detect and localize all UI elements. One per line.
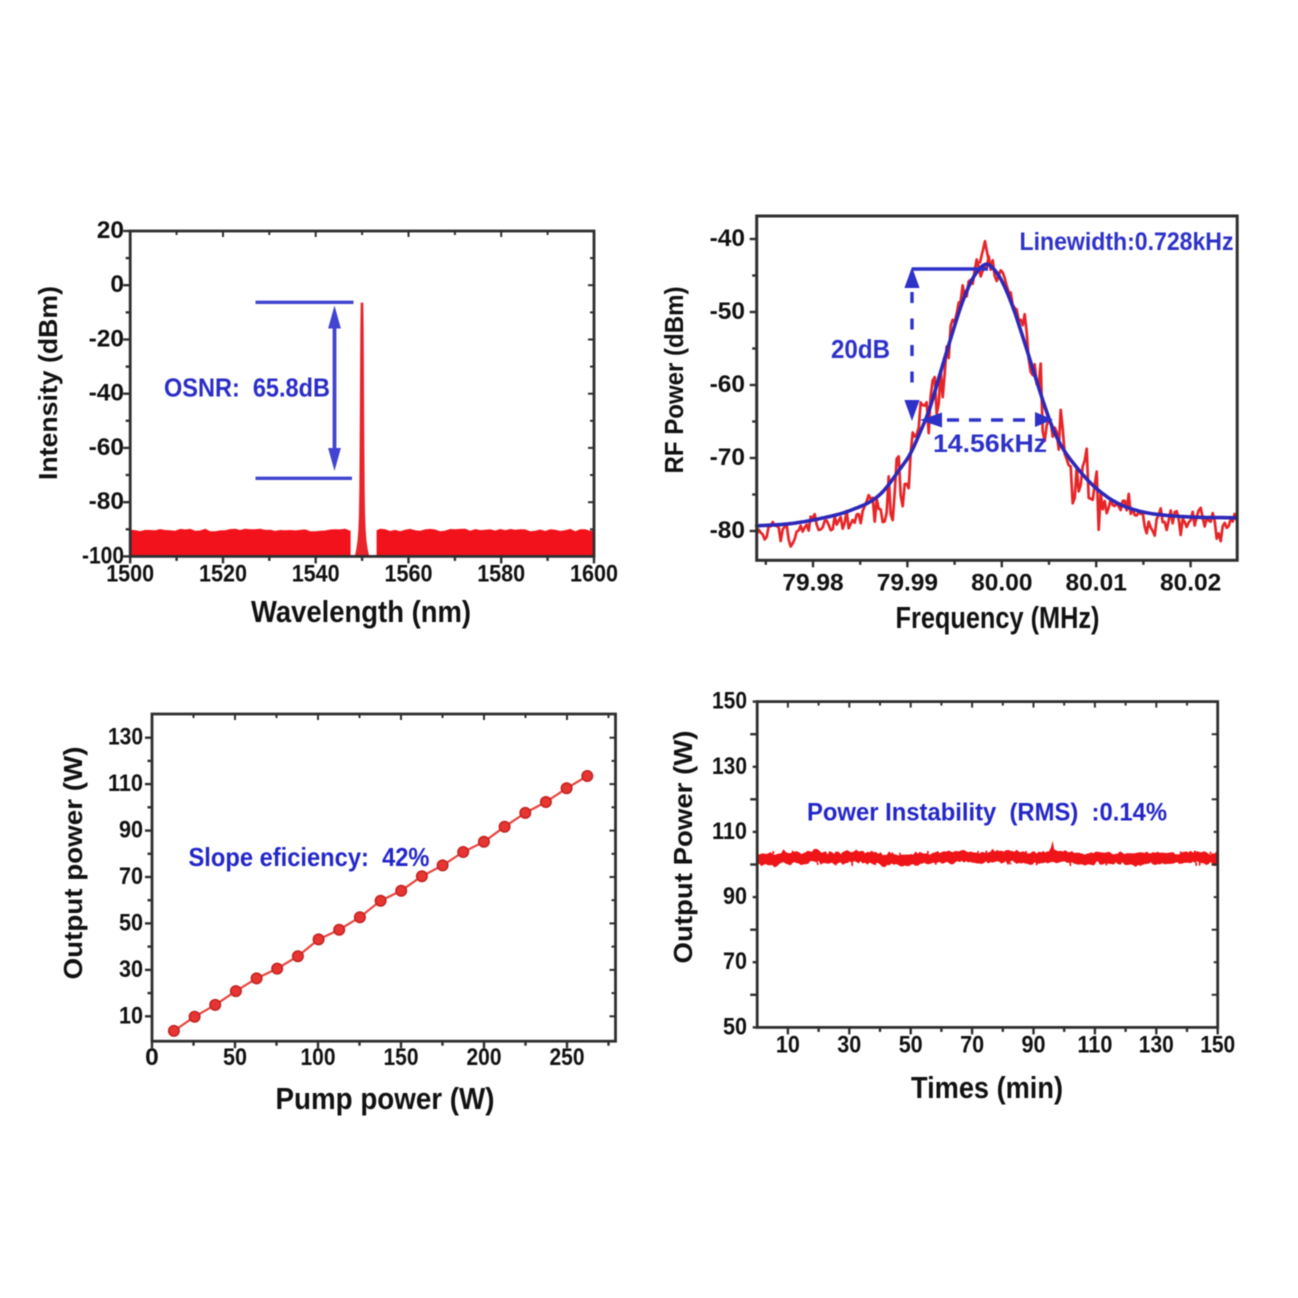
svg-text:-80: -80 xyxy=(710,517,745,544)
svg-text:-100: -100 xyxy=(82,542,124,569)
svg-text:150: 150 xyxy=(712,688,747,715)
svg-text:100: 100 xyxy=(301,1044,336,1071)
svg-text:RF Power (dBm): RF Power (dBm) xyxy=(659,287,689,474)
svg-text:1520: 1520 xyxy=(199,561,247,588)
svg-text:-60: -60 xyxy=(710,371,745,398)
svg-text:130: 130 xyxy=(1139,1032,1174,1059)
svg-text:-50: -50 xyxy=(710,298,745,325)
svg-text:10: 10 xyxy=(776,1032,800,1059)
svg-text:250: 250 xyxy=(550,1044,585,1071)
svg-text:90: 90 xyxy=(1022,1032,1046,1059)
svg-text:90: 90 xyxy=(119,817,143,844)
svg-text:Intensity (dBm): Intensity (dBm) xyxy=(33,286,63,480)
svg-text:110: 110 xyxy=(712,818,747,845)
svg-text:Frequency (MHz): Frequency (MHz) xyxy=(896,600,1100,635)
svg-text:-80: -80 xyxy=(89,488,124,515)
svg-text:Slope eficiency: 42%: Slope eficiency: 42% xyxy=(189,842,430,872)
svg-text:1500: 1500 xyxy=(106,561,154,588)
svg-text:50: 50 xyxy=(119,909,143,936)
svg-text:150: 150 xyxy=(1200,1032,1235,1059)
svg-text:-40: -40 xyxy=(710,225,745,252)
svg-text:79.98: 79.98 xyxy=(782,570,843,597)
svg-text:110: 110 xyxy=(108,770,143,797)
svg-text:1560: 1560 xyxy=(385,561,433,588)
svg-text:79.99: 79.99 xyxy=(877,570,938,597)
svg-text:50: 50 xyxy=(223,1044,247,1071)
svg-text:Linewidth:0.728kHz: Linewidth:0.728kHz xyxy=(1020,228,1234,256)
svg-text:Output power (W): Output power (W) xyxy=(58,747,88,980)
svg-text:30: 30 xyxy=(837,1032,861,1059)
svg-text:50: 50 xyxy=(899,1032,923,1059)
svg-text:70: 70 xyxy=(119,863,143,890)
svg-text:-60: -60 xyxy=(89,434,124,461)
svg-text:130: 130 xyxy=(108,724,143,751)
svg-text:150: 150 xyxy=(384,1044,419,1071)
svg-text:20dB: 20dB xyxy=(831,334,890,364)
svg-text:10: 10 xyxy=(119,1002,143,1029)
svg-text:14.56kHz: 14.56kHz xyxy=(933,430,1047,458)
svg-text:80.01: 80.01 xyxy=(1066,570,1127,597)
svg-text:30: 30 xyxy=(119,956,143,983)
svg-text:20: 20 xyxy=(97,217,124,244)
svg-text:1580: 1580 xyxy=(477,561,525,588)
svg-text:70: 70 xyxy=(723,948,747,975)
svg-text:1600: 1600 xyxy=(570,561,618,588)
svg-text:OSNR: 65.8dB: OSNR: 65.8dB xyxy=(164,373,330,403)
svg-text:Output Power (W): Output Power (W) xyxy=(668,731,698,964)
svg-text:-40: -40 xyxy=(89,380,124,407)
svg-text:Power Instability (RMS) :0.1: Power Instability (RMS) :0.14% xyxy=(807,799,1167,827)
svg-text:90: 90 xyxy=(723,883,747,910)
svg-text:Pump power (W): Pump power (W) xyxy=(276,1081,495,1116)
svg-text:1540: 1540 xyxy=(292,561,340,588)
svg-text:Times (min): Times (min) xyxy=(911,1070,1063,1105)
svg-text:130: 130 xyxy=(712,753,747,780)
svg-text:50: 50 xyxy=(723,1013,747,1040)
svg-text:-70: -70 xyxy=(710,444,745,471)
svg-text:200: 200 xyxy=(467,1044,502,1071)
svg-text:Wavelength (nm): Wavelength (nm) xyxy=(251,594,471,629)
svg-text:80.00: 80.00 xyxy=(971,570,1032,597)
svg-text:0: 0 xyxy=(145,1044,159,1071)
svg-text:110: 110 xyxy=(1077,1032,1112,1059)
svg-text:-20: -20 xyxy=(89,326,124,353)
svg-text:70: 70 xyxy=(960,1032,984,1059)
svg-text:0: 0 xyxy=(110,271,124,298)
svg-text:80.02: 80.02 xyxy=(1160,570,1221,597)
